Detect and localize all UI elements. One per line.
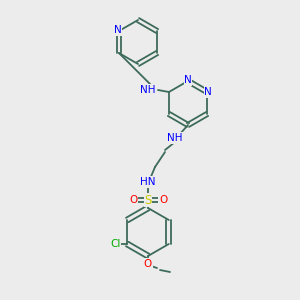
Text: O: O — [159, 195, 167, 205]
Text: N: N — [184, 75, 192, 85]
Text: O: O — [144, 259, 152, 269]
Text: NH: NH — [140, 85, 156, 95]
Text: S: S — [144, 194, 152, 206]
Text: NH: NH — [167, 133, 183, 143]
Text: N: N — [204, 87, 212, 97]
Text: O: O — [129, 195, 137, 205]
Text: Cl: Cl — [110, 239, 120, 249]
Text: HN: HN — [140, 177, 156, 187]
Text: N: N — [114, 25, 122, 35]
